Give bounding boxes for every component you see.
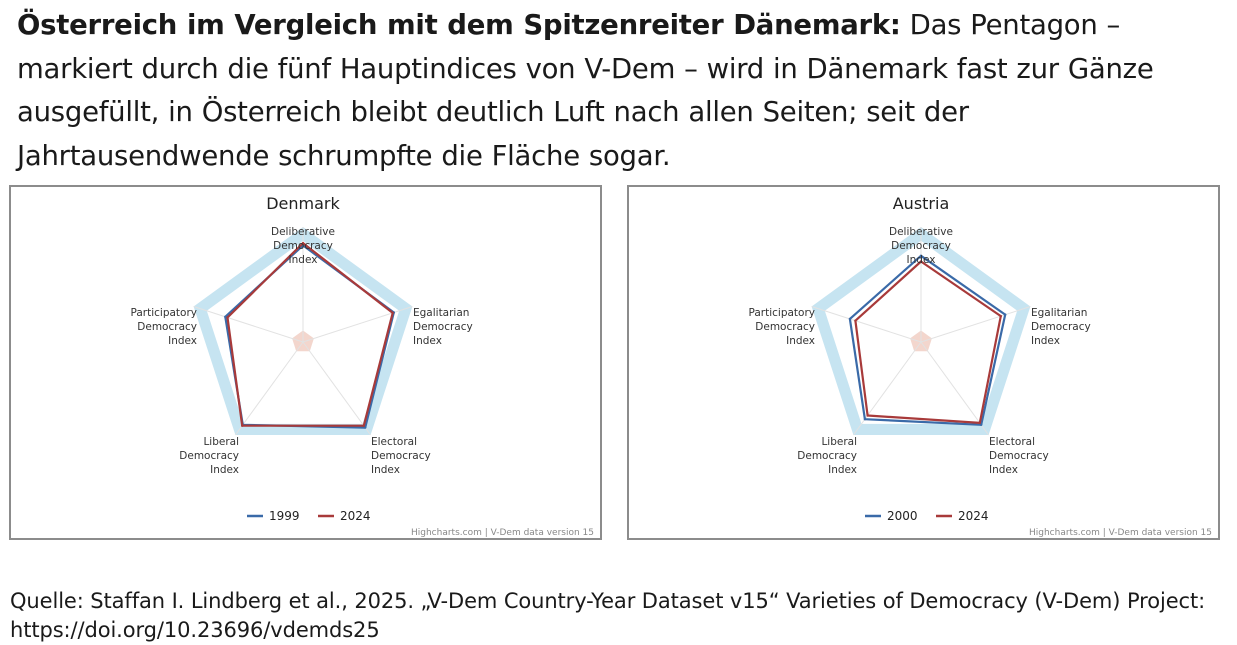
- series-line-2000: [848, 254, 1007, 426]
- axis-label-line: Democracy: [755, 321, 815, 333]
- outer-band: [811, 227, 1031, 435]
- series-line-2024: [854, 260, 1002, 424]
- series-point-2024: [241, 424, 244, 427]
- axis-label-line: Democracy: [891, 240, 951, 252]
- axis-label: Deliberative Democracy Index: [271, 226, 335, 266]
- axis-label: Electoral Democracy Index: [989, 436, 1049, 476]
- axis-label-line: Index: [413, 335, 442, 347]
- axis-label-line: Deliberative: [889, 226, 953, 238]
- axis-label-line: Egalitarian: [413, 307, 469, 319]
- chart-panel-austria: Austria Deliberative Democracy Index Egalita…: [627, 185, 1220, 540]
- axis-label-line: Index: [907, 254, 936, 266]
- radar-chart-austria: AustriaDeliberativeDemocracyIndexEgalita…: [748, 194, 1212, 538]
- legend-label-2000: 2000: [887, 509, 918, 523]
- axis-label-line: Index: [1031, 335, 1060, 347]
- series-point-2000: [848, 317, 852, 321]
- legend-label-1999: 1999: [269, 509, 300, 523]
- axis-label-line: Democracy: [1031, 321, 1091, 333]
- series-line-2024: [226, 241, 394, 427]
- axis-label-line: Index: [371, 464, 400, 476]
- series-point-2024: [362, 424, 365, 427]
- axis-label-line: Index: [828, 464, 857, 476]
- axis-label-line: Deliberative: [271, 226, 335, 238]
- axis-label-line: Egalitarian: [1031, 307, 1087, 319]
- series-point-1999: [224, 315, 227, 318]
- axis-label-line: Index: [168, 335, 197, 347]
- series-point-2024: [866, 414, 869, 417]
- legend-label-2024: 2024: [340, 509, 371, 523]
- axis-label-line: Index: [210, 464, 239, 476]
- chart-credit: Highcharts.com | V-Dem data version 15: [1029, 528, 1212, 538]
- series-point-2000: [919, 254, 923, 257]
- axis-label: Egalitarian Democracy Index: [1031, 307, 1091, 347]
- axis-label-line: Democracy: [413, 321, 473, 333]
- axis-label-line: Democracy: [137, 321, 197, 333]
- series-point-2024: [919, 260, 923, 263]
- axis-label: Participatory Democracy Index: [130, 307, 197, 347]
- chart-credit: Highcharts.com | V-Dem data version 15: [411, 528, 594, 538]
- axis-label-line: Index: [289, 254, 318, 266]
- axis-label-line: Participatory: [748, 307, 815, 319]
- axis-label: Egalitarian Democracy Index: [413, 307, 473, 347]
- axis-spoke: [234, 341, 304, 436]
- caption: Österreich im Vergleich mit dem Spitzenr…: [17, 4, 1229, 178]
- axis-spoke: [811, 306, 922, 343]
- series-point-2024: [301, 241, 305, 245]
- axis-spoke: [920, 306, 1031, 343]
- series-point-2000: [863, 418, 867, 421]
- axis-label-line: Participatory: [130, 307, 197, 319]
- series-point-2024: [999, 314, 1002, 318]
- caption-text: Das Pentagon – markiert durch die fünf H…: [17, 9, 1154, 172]
- series-point-1999: [364, 426, 367, 429]
- axis-label-line: Democracy: [179, 450, 239, 462]
- axis-label-line: Liberal: [821, 436, 857, 448]
- chart-panel-denmark: Denmark Deliberative Democracy Index Egalita…: [9, 185, 602, 540]
- axis-label: Participatory Democracy Index: [748, 307, 815, 347]
- axis-label-line: Electoral: [371, 436, 417, 448]
- series-point-2024: [226, 316, 229, 319]
- chart-title: Austria: [893, 194, 950, 213]
- axis-label-line: Index: [989, 464, 1018, 476]
- axis-label-line: Electoral: [989, 436, 1035, 448]
- series-point-2024: [854, 319, 857, 322]
- series-point-2000: [1004, 313, 1007, 316]
- source-note: Quelle: Staffan I. Lindberg et al., 2025…: [10, 589, 1206, 642]
- series-point-2024: [978, 421, 981, 425]
- axis-label-line: Liberal: [203, 436, 239, 448]
- outer-band: [193, 227, 413, 435]
- axis-label-line: Democracy: [273, 240, 333, 252]
- axis-label-line: Index: [786, 335, 815, 347]
- legend-label-2024: 2024: [958, 509, 989, 523]
- caption-bold: Österreich im Vergleich mit dem Spitzenr…: [17, 9, 901, 41]
- axis-label: Deliberative Democracy Index: [889, 226, 953, 266]
- chart-title: Denmark: [266, 194, 340, 213]
- axis-spoke: [302, 341, 372, 436]
- axis-label: Liberal Democracy Index: [179, 436, 239, 476]
- series-point-2000: [980, 423, 983, 426]
- axis-spoke: [193, 306, 304, 343]
- axis-label-line: Democracy: [371, 450, 431, 462]
- axis-label-line: Democracy: [797, 450, 857, 462]
- axis-label: Liberal Democracy Index: [797, 436, 857, 476]
- axis-spoke: [920, 341, 990, 436]
- radar-chart-denmark: DenmarkDeliberativeDemocracyIndexEgalita…: [130, 194, 594, 538]
- axis-label-line: Democracy: [989, 450, 1049, 462]
- axis-label: Electoral Democracy Index: [371, 436, 431, 476]
- series-point-2024: [391, 311, 394, 315]
